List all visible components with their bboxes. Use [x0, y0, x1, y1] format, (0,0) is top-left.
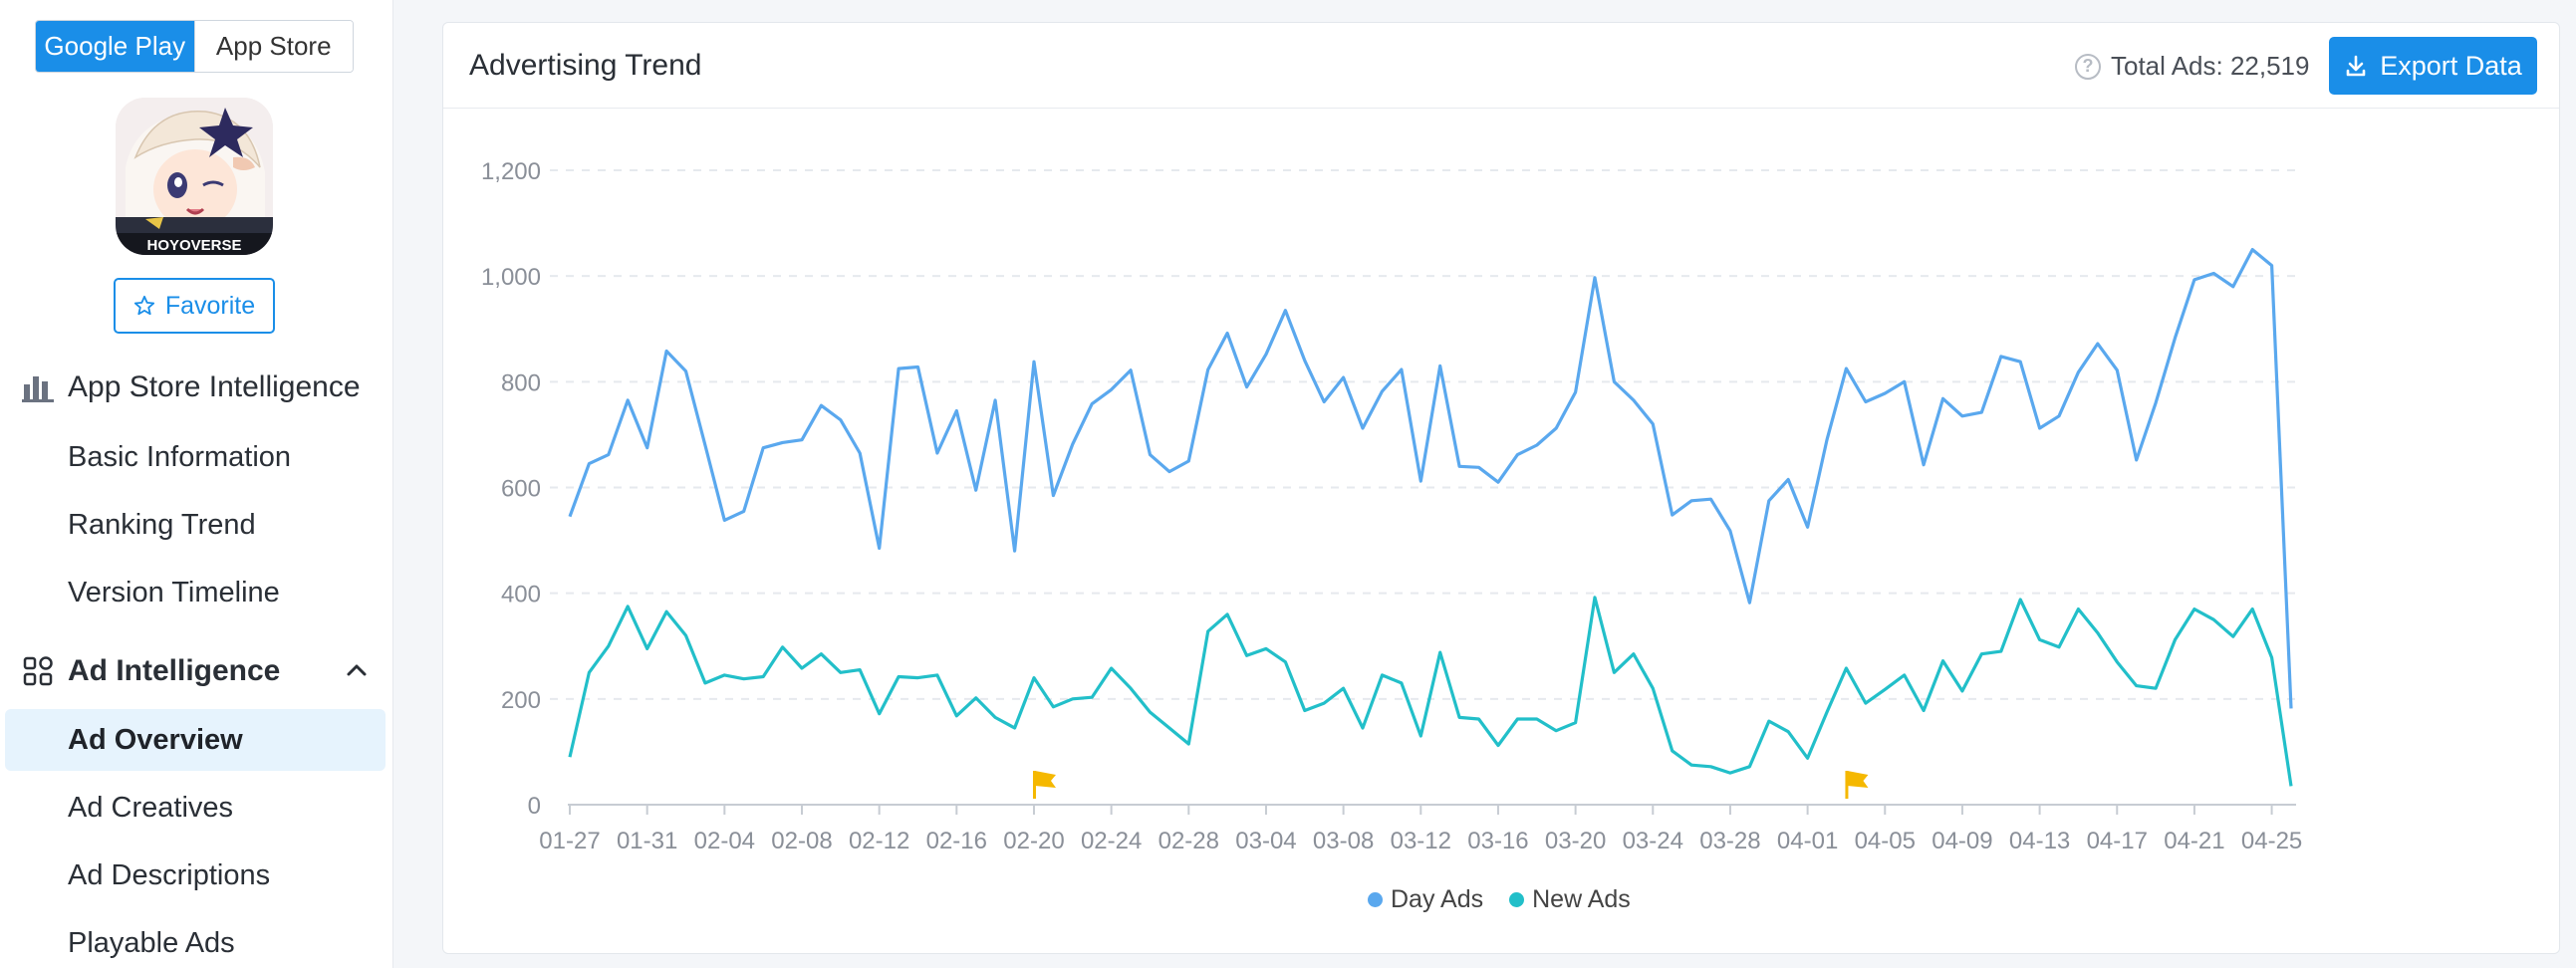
x-tick-label: 04-21 [2164, 828, 2224, 854]
x-tick-label: 02-20 [1003, 828, 1064, 854]
card-title: Advertising Trend [469, 49, 702, 82]
x-tick-label: 03-12 [1391, 828, 1451, 854]
export-data-button[interactable]: Export Data [2329, 37, 2537, 95]
app-icon[interactable]: HOYOVERSE [116, 98, 273, 255]
x-tick-label: 04-25 [2241, 828, 2302, 854]
y-tick-label: 1,000 [481, 264, 541, 291]
x-tick-label: 02-08 [771, 828, 832, 854]
x-tick-label: 04-09 [1932, 828, 1992, 854]
tab-app-store[interactable]: App Store [193, 21, 353, 72]
store-toggle: Google Play App Store [35, 20, 354, 73]
x-tick-label: 01-27 [539, 828, 600, 854]
total-ads-label: Total Ads: 22,519 [2111, 51, 2310, 81]
section-ad-intelligence[interactable]: Ad Intelligence [22, 654, 371, 688]
x-tick-label: 02-16 [926, 828, 987, 854]
legend-dot [1509, 892, 1525, 907]
advertising-trend-chart: 0 200 400 600 800 1,000 1,200 01-27 01-31 02-04 02… [481, 158, 2302, 854]
total-ads: ? Total Ads: 22,519 [2075, 51, 2309, 82]
download-icon [2346, 55, 2366, 77]
x-tick-label: 03-20 [1545, 828, 1606, 854]
x-tick-label: 02-28 [1159, 828, 1219, 854]
legend-label: New Ads [1532, 885, 1631, 913]
y-tick-label: 600 [501, 476, 541, 503]
favorite-button[interactable]: Favorite [114, 278, 275, 334]
x-tick-label: 04-17 [2087, 828, 2148, 854]
legend-item-day-ads[interactable]: Day Ads [1368, 885, 1483, 914]
x-tick-label: 04-01 [1777, 828, 1838, 854]
x-tick-label: 04-13 [2009, 828, 2070, 854]
advertising-trend-card: Advertising Trend ? Total Ads: 22,519 Ex… [442, 22, 2560, 954]
active-item-highlight [5, 709, 386, 771]
y-tick-label: 200 [501, 687, 541, 714]
favorite-label: Favorite [164, 291, 256, 320]
sidebar-item-ad-creatives[interactable]: Ad Creatives [68, 792, 234, 824]
event-flag-icon[interactable] [1845, 771, 1869, 799]
help-icon[interactable]: ? [2075, 53, 2101, 80]
x-tick-label: 02-12 [849, 828, 909, 854]
app-icon-image: HOYOVERSE [116, 98, 273, 255]
sidebar-item-playable-ads[interactable]: Playable Ads [68, 927, 235, 959]
series-line-day-ads [568, 248, 2293, 709]
section-label: App Store Intelligence [68, 370, 361, 403]
sidebar-item-ad-descriptions[interactable]: Ad Descriptions [68, 859, 271, 891]
legend-label: Day Ads [1391, 885, 1484, 913]
x-tick-label: 03-28 [1699, 828, 1760, 854]
section-label: Ad Intelligence [68, 654, 281, 687]
x-tick-label: 03-08 [1313, 828, 1374, 854]
section-app-store-intelligence[interactable]: App Store Intelligence [22, 370, 361, 404]
legend-dot [1368, 892, 1383, 907]
bar-chart-icon [22, 376, 54, 402]
chevron-up-icon[interactable] [346, 662, 368, 678]
sidebar: Google Play App Store HOYOVERSE Favorite [0, 0, 393, 968]
y-tick-label: 0 [528, 793, 541, 820]
series-line-new-ads [568, 596, 2293, 787]
grid-apps-icon [23, 656, 53, 686]
x-tick-label: 03-16 [1467, 828, 1528, 854]
x-tick-label: 03-04 [1235, 828, 1296, 854]
x-tick-label: 02-24 [1081, 828, 1142, 854]
x-tick-label: 02-04 [694, 828, 755, 854]
sidebar-item-ad-overview[interactable]: Ad Overview [68, 724, 243, 756]
chart-legend: Day Ads New Ads [1368, 885, 1631, 914]
tab-google-play[interactable]: Google Play [36, 21, 194, 72]
sidebar-item-version-timeline[interactable]: Version Timeline [68, 577, 280, 608]
y-tick-label: 800 [501, 369, 541, 396]
legend-item-new-ads[interactable]: New Ads [1509, 885, 1631, 914]
x-tick-label: 01-31 [617, 828, 677, 854]
export-label: Export Data [2380, 50, 2522, 81]
app-logo-text: HOYOVERSE [146, 237, 241, 254]
card-header: Advertising Trend ? Total Ads: 22,519 Ex… [443, 23, 2559, 109]
sidebar-item-ranking-trend[interactable]: Ranking Trend [68, 509, 256, 541]
event-flag-icon[interactable] [1032, 771, 1056, 799]
y-tick-label: 400 [501, 582, 541, 608]
star-icon [133, 295, 154, 316]
x-tick-label: 03-24 [1623, 828, 1683, 854]
sidebar-item-basic-information[interactable]: Basic Information [68, 441, 292, 473]
x-tick-label: 04-05 [1855, 828, 1916, 854]
y-tick-label: 1,200 [481, 158, 541, 185]
